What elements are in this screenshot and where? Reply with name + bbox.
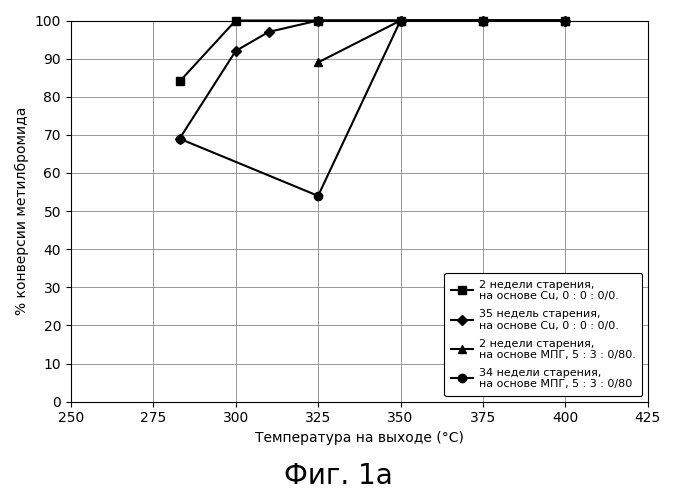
X-axis label: Температура на выходе (°C): Температура на выходе (°C)	[255, 431, 464, 445]
2 недели старения,
на основе Cu, 0 : 0 : 0/0.: (400, 100): 0 : 0/0.: (400, 100)	[561, 18, 569, 24]
35 недель старения,
на основе Cu, 0 : 0 : 0/0.: (310, 97): 0 : 0/0.: (310, 97)	[264, 29, 272, 35]
2 недели старения,
на основе Cu, 0 : 0 : 0/0.: (375, 100): 0 : 0/0.: (375, 100)	[479, 18, 487, 24]
34 недели старения,
на основе МПГ, 5 : 3 : 0/80: (283, 69): 3 : 0/80: (283, 69)	[176, 136, 184, 141]
35 недель старения,
на основе Cu, 0 : 0 : 0/0.: (375, 100): 0 : 0/0.: (375, 100)	[479, 18, 487, 24]
35 недель старения,
на основе Cu, 0 : 0 : 0/0.: (300, 92): 0 : 0/0.: (300, 92)	[232, 48, 240, 54]
Line: 34 недели старения,
на основе МПГ, 5 : 3 : 0/80: 34 недели старения, на основе МПГ, 5 : 3…	[175, 16, 570, 200]
Line: 2 недели старения,
на основе Cu, 0 : 0 : 0/0.: 2 недели старения, на основе Cu, 0 : 0 :…	[175, 16, 570, 86]
34 недели старения,
на основе МПГ, 5 : 3 : 0/80: (375, 100): 3 : 0/80: (375, 100)	[479, 18, 487, 24]
2 недели старения,
на основе МПГ, 5 : 3 : 0/80.: (400, 100): 3 : 0/80.: (400, 100)	[561, 18, 569, 24]
35 недель старения,
на основе Cu, 0 : 0 : 0/0.: (350, 100): 0 : 0/0.: (350, 100)	[397, 18, 405, 24]
35 недель старения,
на основе Cu, 0 : 0 : 0/0.: (283, 69): 0 : 0/0.: (283, 69)	[176, 136, 184, 141]
34 недели старения,
на основе МПГ, 5 : 3 : 0/80: (325, 54): 3 : 0/80: (325, 54)	[314, 193, 322, 199]
Line: 2 недели старения,
на основе МПГ, 5 : 3 : 0/80.: 2 недели старения, на основе МПГ, 5 : 3 …	[314, 16, 570, 66]
2 недели старения,
на основе МПГ, 5 : 3 : 0/80.: (325, 89): 3 : 0/80.: (325, 89)	[314, 60, 322, 66]
2 недели старения,
на основе МПГ, 5 : 3 : 0/80.: (375, 100): 3 : 0/80.: (375, 100)	[479, 18, 487, 24]
Y-axis label: % конверсии метилбромида: % конверсии метилбромида	[15, 107, 29, 316]
35 недель старения,
на основе Cu, 0 : 0 : 0/0.: (400, 100): 0 : 0/0.: (400, 100)	[561, 18, 569, 24]
34 недели старения,
на основе МПГ, 5 : 3 : 0/80: (400, 100): 3 : 0/80: (400, 100)	[561, 18, 569, 24]
2 недели старения,
на основе Cu, 0 : 0 : 0/0.: (300, 100): 0 : 0/0.: (300, 100)	[232, 18, 240, 24]
Line: 35 недель старения,
на основе Cu, 0 : 0 : 0/0.: 35 недель старения, на основе Cu, 0 : 0 …	[176, 17, 569, 142]
34 недели старения,
на основе МПГ, 5 : 3 : 0/80: (350, 100): 3 : 0/80: (350, 100)	[397, 18, 405, 24]
2 недели старения,
на основе Cu, 0 : 0 : 0/0.: (350, 100): 0 : 0/0.: (350, 100)	[397, 18, 405, 24]
Text: Фиг. 1а: Фиг. 1а	[284, 462, 392, 490]
Legend: 2 недели старения,
на основе Cu, 0 : 0 : 0/0., 35 недель старения,
на основе Cu,: 2 недели старения, на основе Cu, 0 : 0 :…	[444, 273, 642, 396]
2 недели старения,
на основе МПГ, 5 : 3 : 0/80.: (350, 100): 3 : 0/80.: (350, 100)	[397, 18, 405, 24]
35 недель старения,
на основе Cu, 0 : 0 : 0/0.: (325, 100): 0 : 0/0.: (325, 100)	[314, 18, 322, 24]
2 недели старения,
на основе Cu, 0 : 0 : 0/0.: (283, 84): 0 : 0/0.: (283, 84)	[176, 78, 184, 84]
2 недели старения,
на основе Cu, 0 : 0 : 0/0.: (325, 100): 0 : 0/0.: (325, 100)	[314, 18, 322, 24]
